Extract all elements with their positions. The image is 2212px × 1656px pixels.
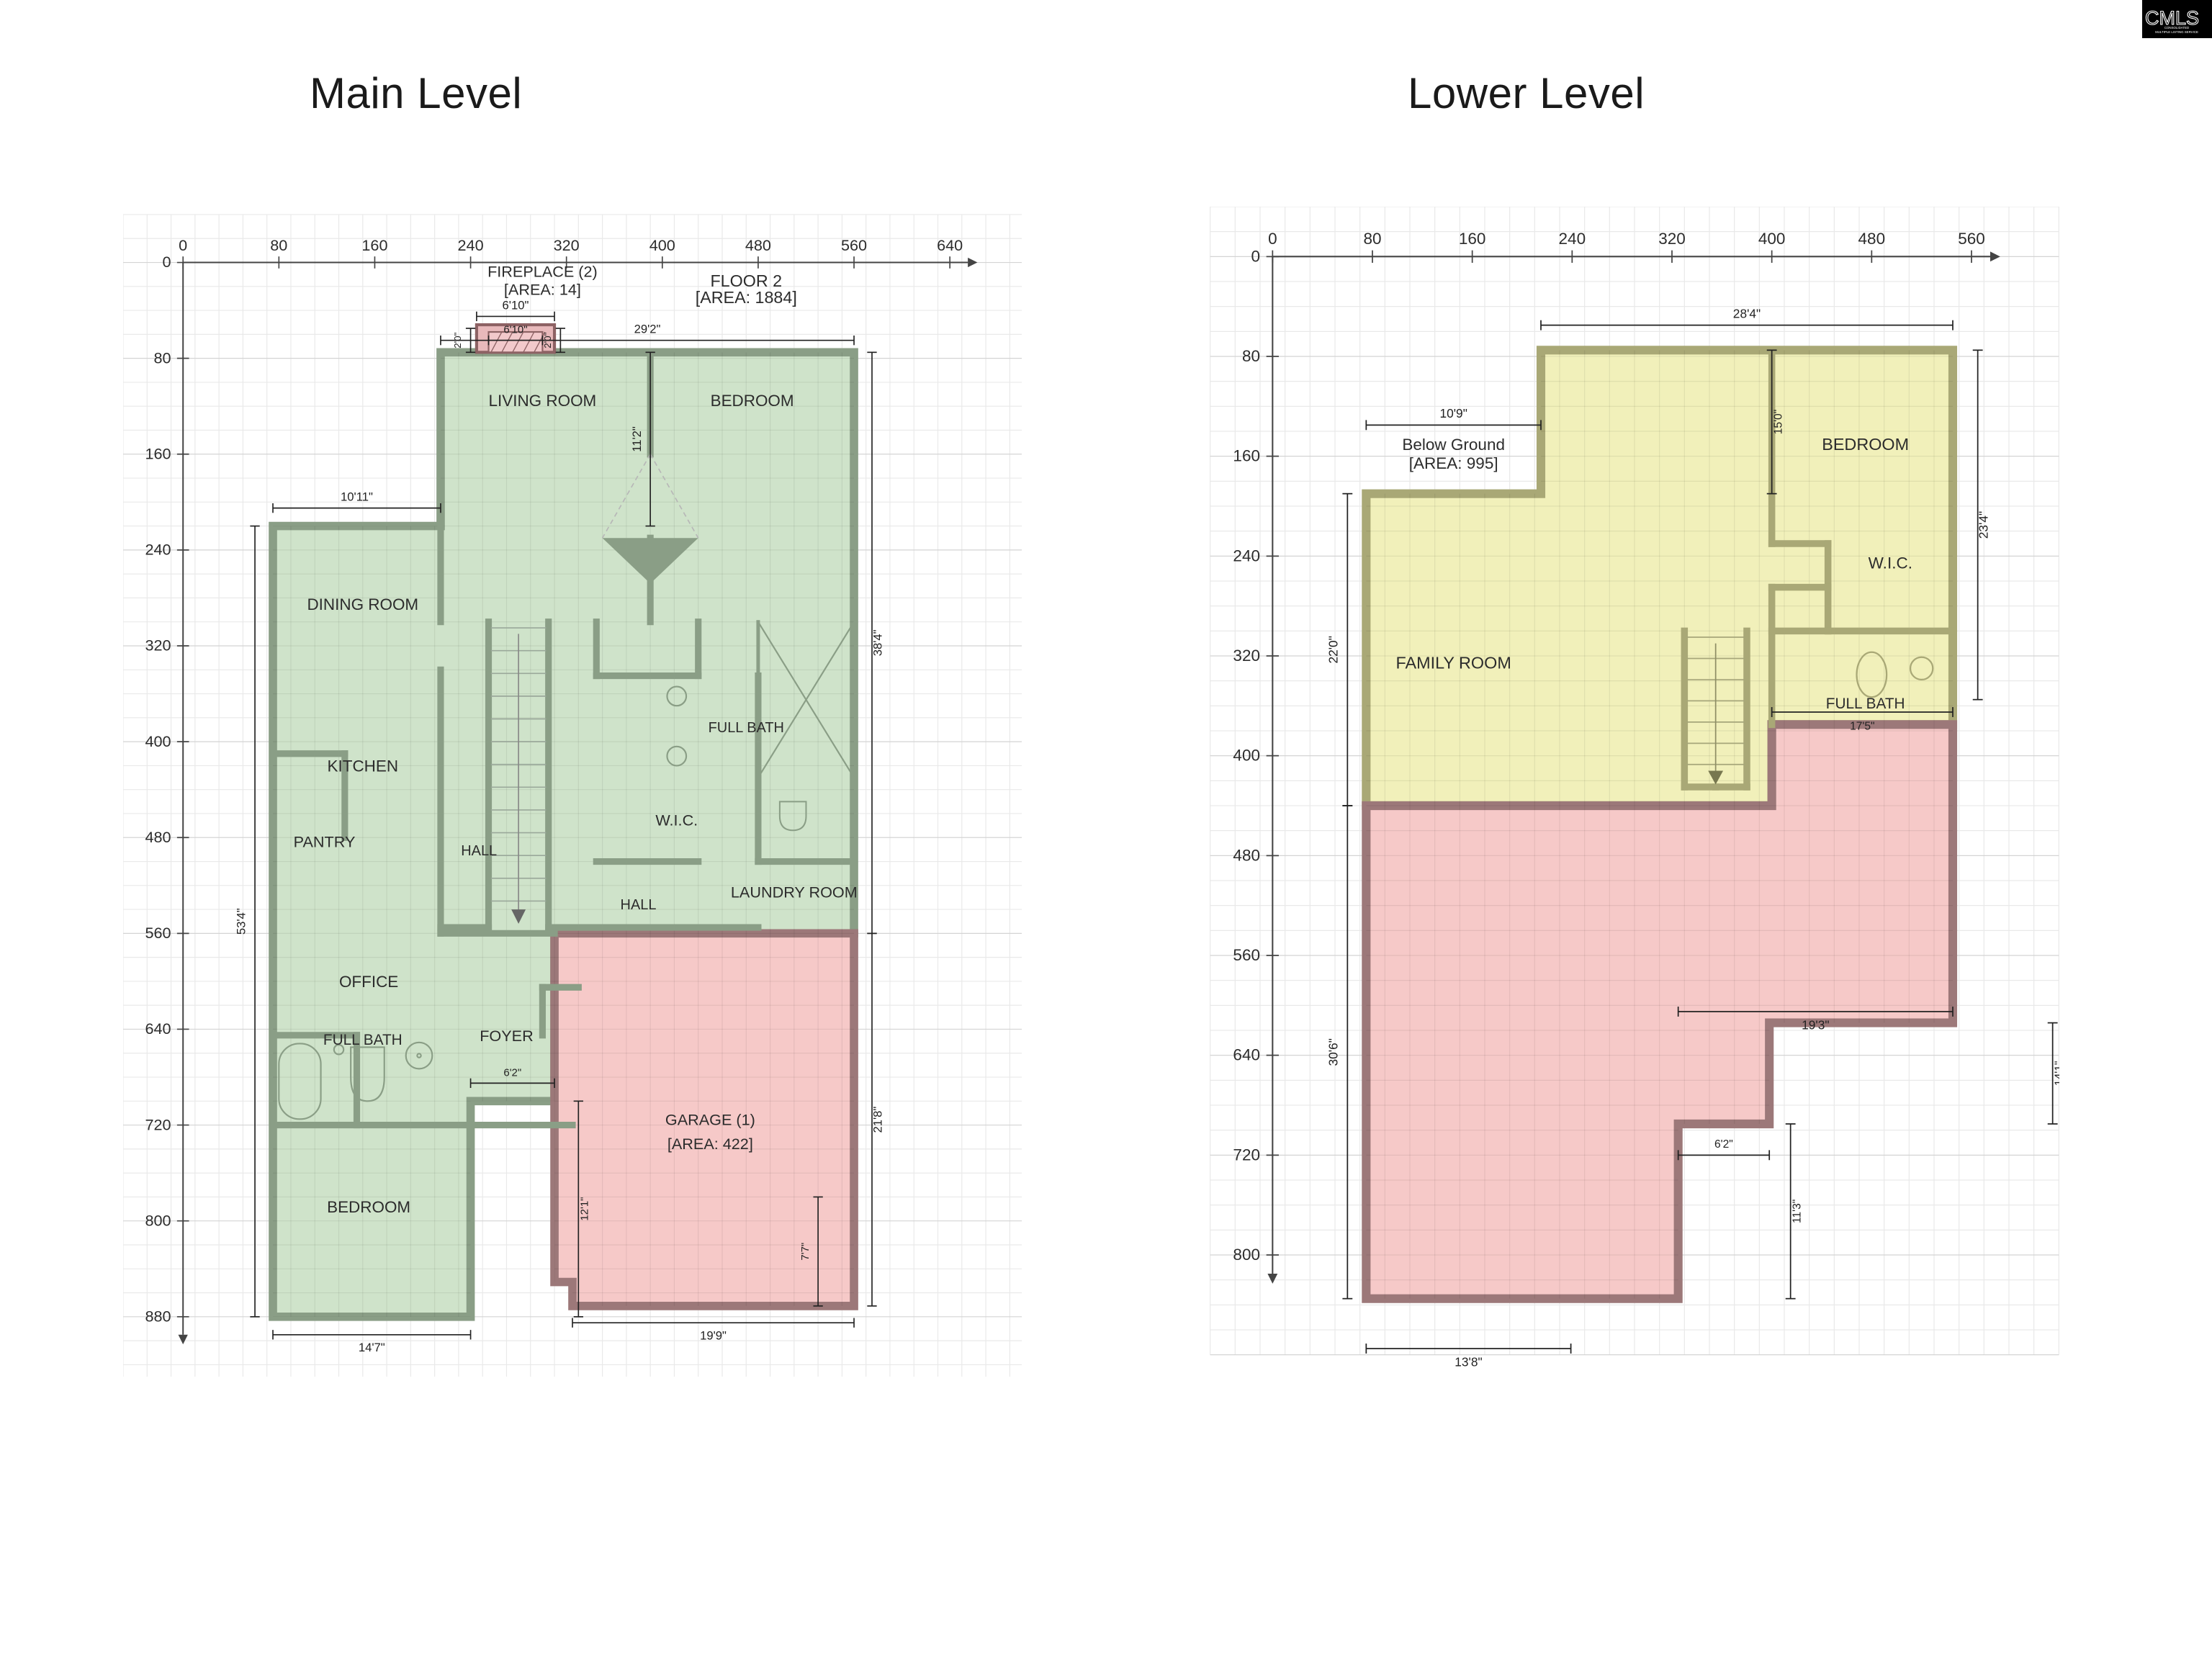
svg-text:800: 800 — [145, 1211, 171, 1229]
svg-text:LIVING ROOM: LIVING ROOM — [489, 392, 597, 410]
svg-text:FULL BATH: FULL BATH — [323, 1032, 403, 1048]
svg-text:720: 720 — [145, 1115, 171, 1133]
svg-text:160: 160 — [361, 236, 387, 254]
svg-text:DINING ROOM: DINING ROOM — [307, 595, 418, 613]
svg-text:400: 400 — [145, 732, 171, 750]
svg-text:CONSOLIDATED: CONSOLIDATED — [2164, 26, 2189, 30]
svg-text:11'3": 11'3" — [1791, 1200, 1804, 1223]
svg-text:13'8": 13'8" — [1455, 1354, 1482, 1367]
svg-text:10'11": 10'11" — [341, 490, 373, 504]
svg-text:14'1": 14'1" — [2054, 1061, 2059, 1086]
svg-text:880: 880 — [145, 1307, 171, 1325]
svg-text:240: 240 — [1233, 546, 1260, 564]
svg-text:80: 80 — [153, 348, 171, 366]
svg-text:7'7": 7'7" — [799, 1243, 811, 1261]
svg-text:12'1": 12'1" — [579, 1197, 591, 1221]
svg-text:560: 560 — [1958, 230, 1985, 248]
svg-text:PANTRY: PANTRY — [294, 833, 356, 851]
svg-text:19'3": 19'3" — [1802, 1017, 1829, 1032]
svg-text:480: 480 — [745, 236, 771, 254]
svg-text:BEDROOM: BEDROOM — [711, 392, 794, 410]
svg-text:400: 400 — [1758, 230, 1786, 248]
svg-text:80: 80 — [1242, 347, 1260, 365]
svg-text:GARAGE (1): GARAGE (1) — [665, 1111, 755, 1129]
svg-text:LAUNDRY ROOM: LAUNDRY ROOM — [731, 883, 858, 901]
svg-text:11'2": 11'2" — [630, 426, 644, 452]
svg-text:Below Ground: Below Ground — [1402, 436, 1505, 454]
svg-text:640: 640 — [937, 236, 963, 254]
svg-text:[AREA: 995]: [AREA: 995] — [1409, 454, 1498, 472]
svg-text:[AREA: 14]: [AREA: 14] — [504, 280, 581, 298]
svg-text:[AREA: 1884]: [AREA: 1884] — [696, 288, 797, 307]
svg-text:28'4": 28'4" — [1733, 306, 1761, 320]
svg-text:240: 240 — [458, 236, 484, 254]
svg-text:400: 400 — [649, 236, 675, 254]
svg-text:22'0": 22'0" — [1326, 636, 1340, 663]
svg-text:W.I.C.: W.I.C. — [1869, 554, 1912, 572]
svg-text:[AREA: 422]: [AREA: 422] — [667, 1135, 753, 1153]
svg-text:BEDROOM: BEDROOM — [327, 1198, 410, 1216]
svg-text:HALL: HALL — [621, 897, 657, 913]
svg-text:0: 0 — [163, 253, 171, 271]
svg-text:29'2": 29'2" — [634, 323, 661, 336]
svg-text:320: 320 — [1658, 230, 1686, 248]
svg-text:80: 80 — [270, 236, 287, 254]
svg-text:320: 320 — [554, 236, 580, 254]
svg-text:480: 480 — [1233, 846, 1260, 864]
svg-text:560: 560 — [841, 236, 867, 254]
svg-text:480: 480 — [145, 828, 171, 846]
svg-text:480: 480 — [1858, 230, 1886, 248]
svg-text:160: 160 — [1233, 447, 1260, 465]
svg-text:320: 320 — [145, 636, 171, 654]
svg-text:560: 560 — [1233, 946, 1260, 964]
svg-text:800: 800 — [1233, 1246, 1260, 1264]
svg-text:80: 80 — [1363, 230, 1381, 248]
svg-text:FLOOR 2: FLOOR 2 — [710, 271, 782, 290]
svg-text:640: 640 — [1233, 1046, 1260, 1064]
svg-text:FAMILY ROOM: FAMILY ROOM — [1396, 653, 1511, 672]
svg-text:14'7": 14'7" — [359, 1341, 385, 1354]
svg-text:0: 0 — [1268, 230, 1277, 248]
svg-text:38'4": 38'4" — [871, 629, 884, 656]
svg-text:0: 0 — [1251, 247, 1260, 265]
svg-text:W.I.C.: W.I.C. — [655, 811, 698, 829]
svg-text:MULTIPLE LISTING SERVICE: MULTIPLE LISTING SERVICE — [2155, 30, 2198, 34]
svg-text:30'6": 30'6" — [1326, 1038, 1340, 1066]
svg-text:FULL BATH: FULL BATH — [709, 720, 784, 736]
svg-text:160: 160 — [1459, 230, 1486, 248]
svg-text:10'9": 10'9" — [1439, 406, 1467, 420]
svg-text:720: 720 — [1233, 1146, 1260, 1164]
svg-text:6'10": 6'10" — [503, 324, 527, 336]
svg-text:53'4": 53'4" — [235, 908, 248, 935]
svg-text:FIREPLACE (2): FIREPLACE (2) — [487, 262, 598, 280]
svg-text:400: 400 — [1233, 747, 1260, 765]
svg-text:19'9": 19'9" — [700, 1328, 727, 1342]
svg-text:HALL: HALL — [461, 843, 497, 859]
svg-text:240: 240 — [1559, 230, 1586, 248]
svg-text:560: 560 — [145, 924, 171, 942]
svg-text:FULL BATH: FULL BATH — [1826, 696, 1905, 712]
svg-text:KITCHEN: KITCHEN — [328, 757, 399, 775]
svg-text:640: 640 — [145, 1020, 171, 1038]
svg-text:160: 160 — [145, 444, 171, 462]
svg-text:0: 0 — [179, 236, 187, 254]
svg-text:23'4": 23'4" — [1977, 511, 1991, 539]
svg-text:15'0": 15'0" — [1773, 410, 1785, 435]
svg-text:240: 240 — [145, 541, 171, 559]
svg-text:OFFICE: OFFICE — [339, 973, 398, 991]
svg-text:FOYER: FOYER — [480, 1027, 533, 1045]
svg-text:320: 320 — [1233, 647, 1260, 665]
svg-text:17'5": 17'5" — [1850, 720, 1875, 732]
svg-text:6'2": 6'2" — [1714, 1138, 1733, 1151]
svg-text:6'2": 6'2" — [503, 1066, 521, 1079]
svg-text:6'10": 6'10" — [503, 298, 529, 312]
svg-text:21'8": 21'8" — [871, 1107, 884, 1133]
svg-text:BEDROOM: BEDROOM — [1822, 435, 1909, 454]
